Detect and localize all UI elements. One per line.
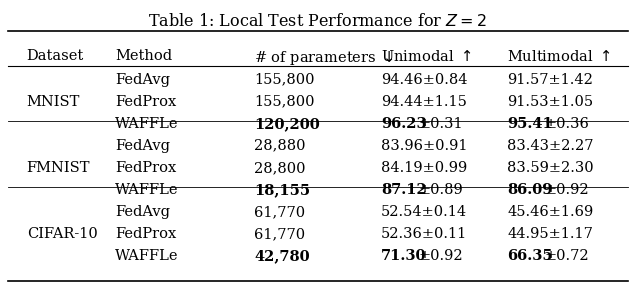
Text: WAFFLe: WAFFLe (115, 249, 179, 263)
Text: WAFFLe: WAFFLe (115, 117, 179, 131)
Text: 87.12: 87.12 (381, 183, 427, 197)
Text: FedAvg: FedAvg (115, 139, 170, 153)
Text: 61,770: 61,770 (255, 205, 305, 219)
Text: FedAvg: FedAvg (115, 205, 170, 219)
Text: 155,800: 155,800 (255, 95, 315, 109)
Text: 155,800: 155,800 (255, 73, 315, 87)
Text: 45.46±1.69: 45.46±1.69 (508, 205, 594, 219)
Text: 94.44±1.15: 94.44±1.15 (381, 95, 467, 109)
Text: FMNIST: FMNIST (27, 161, 90, 175)
Text: CIFAR-10: CIFAR-10 (27, 227, 97, 241)
Text: ±0.72: ±0.72 (545, 249, 589, 263)
Text: 83.43±2.27: 83.43±2.27 (508, 139, 594, 153)
Text: 86.09: 86.09 (508, 183, 553, 197)
Text: ±0.89: ±0.89 (419, 183, 463, 197)
Text: 71.30: 71.30 (381, 249, 426, 263)
Text: FedProx: FedProx (115, 95, 177, 109)
Text: 52.54±0.14: 52.54±0.14 (381, 205, 467, 219)
Text: 120,200: 120,200 (255, 117, 320, 131)
Text: MNIST: MNIST (27, 95, 80, 109)
Text: 52.36±0.11: 52.36±0.11 (381, 227, 467, 241)
Text: 83.59±2.30: 83.59±2.30 (508, 161, 594, 175)
Text: ±0.92: ±0.92 (545, 183, 589, 197)
Text: ±0.92: ±0.92 (419, 249, 463, 263)
Text: 96.23: 96.23 (381, 117, 427, 131)
Text: 61,770: 61,770 (255, 227, 305, 241)
Text: 44.95±1.17: 44.95±1.17 (508, 227, 593, 241)
Text: 28,880: 28,880 (255, 139, 306, 153)
Text: FedProx: FedProx (115, 227, 177, 241)
Text: 28,800: 28,800 (255, 161, 306, 175)
Text: Multimodal $\uparrow$: Multimodal $\uparrow$ (508, 49, 611, 64)
Text: 66.35: 66.35 (508, 249, 553, 263)
Text: Method: Method (115, 49, 172, 63)
Text: FedProx: FedProx (115, 161, 177, 175)
Text: 95.41: 95.41 (508, 117, 553, 131)
Text: # of parameters $\downarrow$: # of parameters $\downarrow$ (255, 49, 394, 67)
Text: 91.53±1.05: 91.53±1.05 (508, 95, 593, 109)
Text: 94.46±0.84: 94.46±0.84 (381, 73, 467, 87)
Text: 42,780: 42,780 (255, 249, 310, 263)
Text: Unimodal $\uparrow$: Unimodal $\uparrow$ (381, 49, 472, 64)
Text: FedAvg: FedAvg (115, 73, 170, 87)
Text: ±0.36: ±0.36 (545, 117, 589, 131)
Text: 91.57±1.42: 91.57±1.42 (508, 73, 593, 87)
Text: ±0.31: ±0.31 (419, 117, 463, 131)
Text: Table 1: Local Test Performance for $Z = 2$: Table 1: Local Test Performance for $Z =… (148, 13, 487, 30)
Text: 83.96±0.91: 83.96±0.91 (381, 139, 467, 153)
Text: 18,155: 18,155 (255, 183, 310, 197)
Text: 84.19±0.99: 84.19±0.99 (381, 161, 467, 175)
Text: WAFFLe: WAFFLe (115, 183, 179, 197)
Text: Dataset: Dataset (27, 49, 84, 63)
